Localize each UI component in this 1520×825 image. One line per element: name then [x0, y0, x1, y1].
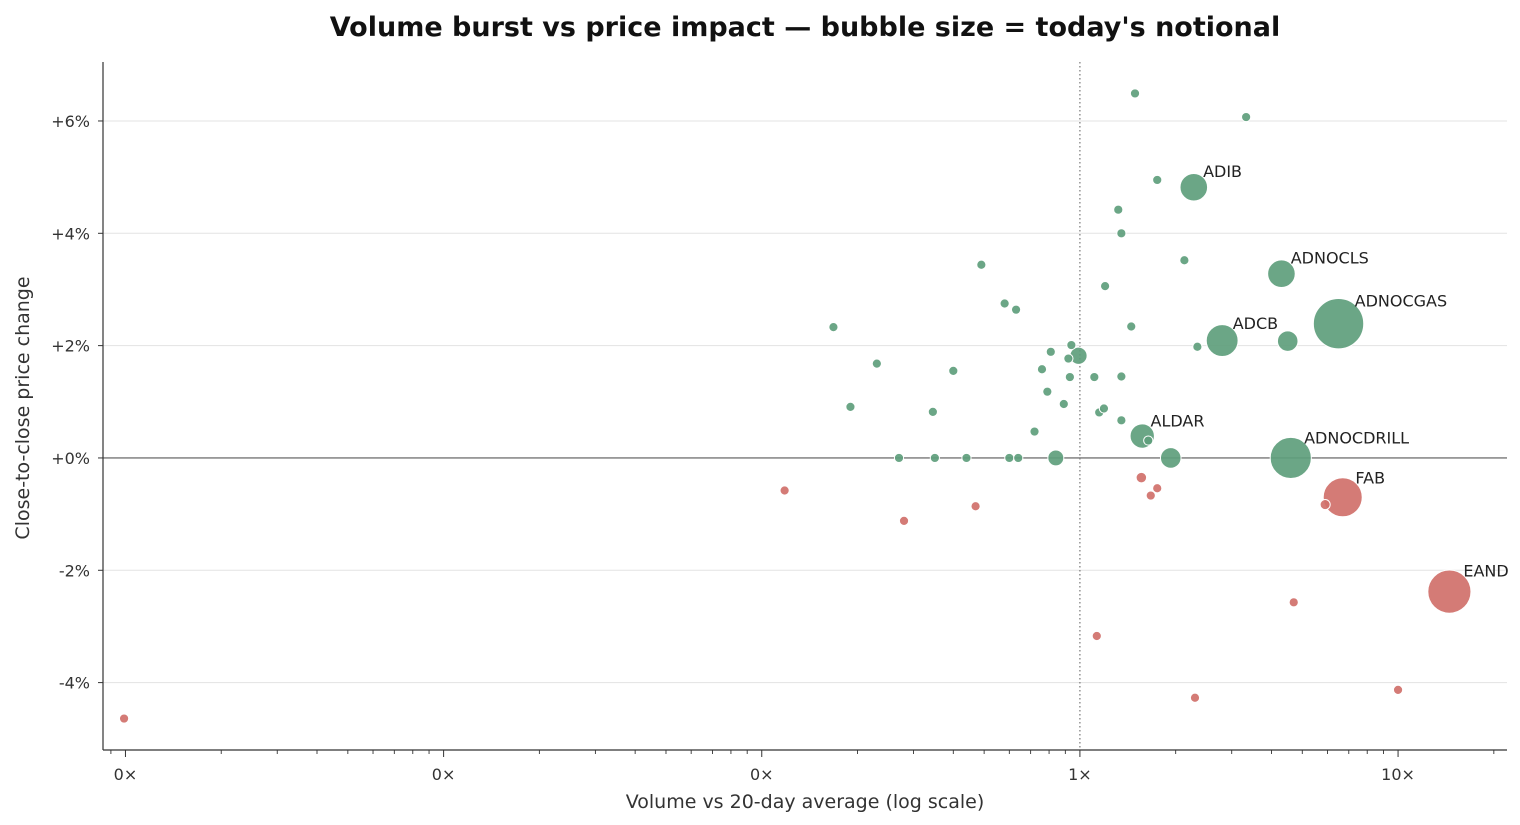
point-fab: [1322, 477, 1363, 518]
data-point: [1288, 597, 1299, 608]
label-adnocgas: ADNOCGAS: [1355, 292, 1448, 311]
data-point: [1091, 630, 1102, 642]
data-point: [1029, 426, 1040, 437]
data-point: [1126, 321, 1137, 332]
data-point: [1145, 490, 1156, 501]
data-point: [898, 515, 910, 526]
data-point: [1045, 346, 1056, 357]
y-tick-label: +0%: [51, 449, 90, 468]
data-point: [828, 321, 839, 333]
y-tick-label: -2%: [59, 561, 90, 580]
data-point: [779, 485, 790, 496]
data-point: [1010, 304, 1022, 315]
data-point: [1276, 330, 1299, 352]
x-tick-label: 0×: [114, 765, 138, 784]
y-tick-label: +6%: [51, 112, 90, 131]
data-point: [1063, 353, 1074, 364]
data-point: [927, 406, 938, 417]
data-point: [976, 259, 987, 270]
data-point: [1135, 471, 1148, 484]
label-fab: FAB: [1355, 469, 1385, 488]
chart-title: Volume burst vs price impact — bubble si…: [330, 12, 1281, 43]
x-tick-label: 1×: [1068, 765, 1092, 784]
data-point: [1392, 684, 1404, 696]
label-adnocdrill: ADNOCDRILL: [1304, 429, 1409, 448]
data-point: [118, 713, 130, 724]
data-point: [1089, 371, 1100, 383]
point-adnocdrill: [1269, 436, 1312, 480]
point-adcb: [1205, 324, 1239, 358]
y-axis-label: Close-to-close price change: [12, 276, 34, 539]
point-adnocgas: [1312, 298, 1365, 350]
x-tick-label: 10×: [1381, 765, 1415, 784]
axes: [102, 62, 1507, 751]
label-eand: EAND: [1463, 562, 1508, 581]
data-point: [999, 298, 1010, 309]
data-point: [1113, 204, 1124, 215]
data-point: [1192, 341, 1203, 352]
point-eand: [1427, 569, 1472, 614]
data-point: [1036, 364, 1048, 375]
data-point: [1004, 452, 1015, 464]
x-tick-label: 0×: [432, 765, 456, 784]
point-adib: [1179, 172, 1209, 202]
data-point: [1058, 398, 1069, 410]
x-axis-ticks: 0× 0× 0× 1× 10×: [110, 750, 1495, 784]
data-point: [1241, 111, 1252, 123]
data-point: [961, 452, 972, 464]
data-point: [1047, 449, 1065, 467]
y-tick-label: +4%: [51, 224, 90, 243]
data-point: [1159, 447, 1182, 469]
data-point: [948, 365, 959, 376]
y-tick-label: -4%: [59, 674, 90, 693]
point-labels: FAB EAND ALDAR ADIB ADCB ADNOCLS ADNOCDRILL ADN…: [1151, 162, 1509, 581]
data-point: [1116, 228, 1127, 239]
data-point: [1064, 371, 1075, 383]
reference-lines: [103, 62, 1507, 750]
data-point: [929, 452, 940, 464]
data-point: [1066, 339, 1077, 351]
scatter-points: [118, 88, 1472, 724]
label-adnocls: ADNOCLS: [1291, 248, 1369, 267]
data-point: [1042, 386, 1053, 397]
x-axis-label: Volume vs 20-day average (log scale): [626, 791, 985, 813]
data-point: [1013, 452, 1024, 464]
label-adcb: ADCB: [1233, 314, 1278, 333]
y-tick-label: +2%: [51, 337, 90, 356]
data-point: [1189, 692, 1201, 703]
data-point: [893, 452, 905, 464]
data-point: [1116, 371, 1127, 382]
data-point: [871, 358, 882, 369]
point-adnocls: [1267, 259, 1296, 289]
data-point: [1319, 499, 1331, 511]
y-axis-ticks: +6% +4% +2% +0% -2% -4%: [51, 112, 103, 693]
label-adib: ADIB: [1203, 162, 1242, 181]
data-point: [1179, 255, 1190, 266]
data-point: [1116, 415, 1127, 426]
data-point: [1152, 174, 1163, 186]
data-point: [970, 501, 981, 512]
data-point: [1129, 88, 1141, 99]
data-point: [1152, 483, 1163, 494]
data-point: [845, 401, 856, 412]
data-point: [1098, 403, 1110, 414]
label-aldar: ALDAR: [1151, 412, 1205, 431]
x-tick-label: 0×: [750, 765, 774, 784]
data-point: [1099, 280, 1111, 292]
data-point: [1143, 435, 1154, 446]
